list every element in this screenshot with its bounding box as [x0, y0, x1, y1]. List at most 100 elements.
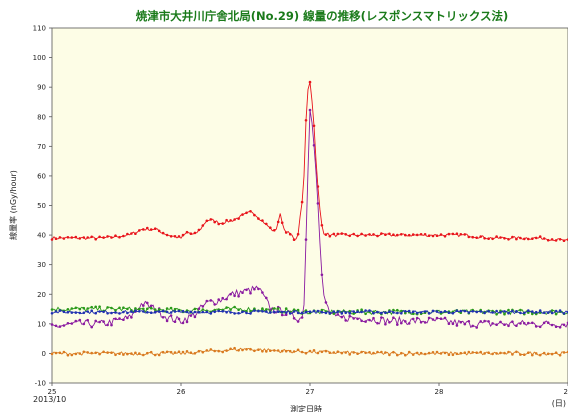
- data-point: [106, 323, 109, 327]
- data-point: [308, 349, 312, 353]
- data-point: [189, 314, 193, 317]
- data-point: [82, 236, 86, 239]
- data-point: [503, 310, 506, 313]
- data-point: [411, 233, 415, 236]
- data-point: [70, 307, 74, 310]
- data-point: [54, 351, 58, 355]
- data-point: [142, 228, 145, 231]
- data-point: [149, 311, 153, 315]
- data-point: [467, 311, 471, 314]
- y-axis-label: 線量率 (nGy/hour): [8, 170, 18, 240]
- data-point: [205, 219, 209, 223]
- data-point: [237, 295, 240, 298]
- data-point: [138, 307, 141, 311]
- data-point: [562, 239, 566, 242]
- data-point: [62, 350, 66, 354]
- y-tick-label: 0: [42, 350, 46, 358]
- data-point: [495, 235, 498, 238]
- data-point: [209, 299, 213, 302]
- data-point: [443, 310, 447, 313]
- data-point: [106, 235, 109, 238]
- data-point: [273, 229, 276, 232]
- data-point: [142, 310, 145, 313]
- data-point: [336, 310, 340, 314]
- data-point: [479, 350, 483, 354]
- data-point: [340, 315, 344, 319]
- data-point: [352, 310, 356, 313]
- data-point: [376, 350, 379, 354]
- chart-title: 焼津市大井川庁舎北局(No.29) 線量の推移(レスポンスマトリックス法): [136, 9, 509, 23]
- data-point: [54, 237, 58, 240]
- y-tick-label: 90: [37, 84, 46, 92]
- data-point: [161, 309, 165, 313]
- data-point: [169, 311, 173, 314]
- data-point: [304, 238, 308, 241]
- data-point: [360, 232, 363, 236]
- data-point: [459, 309, 463, 313]
- data-point: [396, 323, 399, 326]
- data-point: [538, 235, 542, 238]
- data-point: [50, 323, 54, 326]
- data-point: [439, 317, 443, 321]
- data-point: [237, 311, 240, 315]
- data-point: [415, 233, 419, 237]
- data-point: [50, 308, 54, 311]
- data-point: [519, 308, 522, 312]
- data-point: [280, 313, 284, 317]
- data-point: [392, 233, 395, 236]
- data-point: [185, 320, 189, 324]
- data-point: [257, 287, 260, 291]
- data-point: [360, 308, 363, 312]
- data-point: [352, 317, 356, 320]
- data-point: [86, 307, 89, 310]
- data-point: [153, 311, 157, 314]
- data-point: [165, 307, 169, 310]
- data-point: [126, 316, 129, 320]
- data-point: [396, 353, 399, 357]
- x-tick-label: 27: [306, 388, 315, 396]
- data-point: [392, 311, 395, 314]
- data-point: [380, 311, 383, 315]
- data-point: [407, 233, 411, 237]
- data-point: [328, 311, 332, 315]
- data-point: [225, 297, 228, 301]
- data-point: [352, 232, 356, 236]
- data-point: [451, 311, 455, 315]
- data-point: [213, 349, 216, 353]
- data-point: [241, 291, 244, 295]
- data-point: [54, 324, 58, 328]
- data-point: [404, 311, 407, 315]
- data-point: [471, 235, 475, 239]
- data-point: [499, 236, 502, 239]
- data-point: [189, 351, 193, 355]
- data-point: [554, 351, 558, 355]
- data-point: [265, 222, 268, 226]
- data-point: [336, 313, 340, 316]
- data-point: [86, 310, 89, 313]
- data-point: [197, 311, 201, 314]
- data-point: [495, 309, 498, 313]
- data-point: [344, 311, 348, 315]
- data-point: [475, 236, 479, 239]
- data-point: [308, 108, 312, 112]
- data-point: [273, 349, 276, 352]
- data-point: [320, 350, 324, 354]
- data-point: [106, 306, 109, 309]
- data-point: [253, 287, 256, 291]
- data-point: [348, 312, 352, 315]
- data-point: [165, 350, 169, 354]
- data-point: [225, 306, 228, 309]
- data-point: [427, 312, 431, 315]
- data-point: [181, 350, 185, 354]
- data-point: [419, 233, 423, 236]
- data-point: [435, 310, 439, 313]
- data-point: [110, 306, 113, 310]
- data-point: [360, 310, 363, 314]
- data-point: [507, 311, 510, 315]
- data-point: [70, 353, 74, 357]
- data-point: [364, 309, 367, 312]
- data-point: [98, 305, 101, 309]
- data-point: [269, 349, 272, 353]
- data-point: [58, 236, 62, 239]
- data-point: [368, 351, 371, 354]
